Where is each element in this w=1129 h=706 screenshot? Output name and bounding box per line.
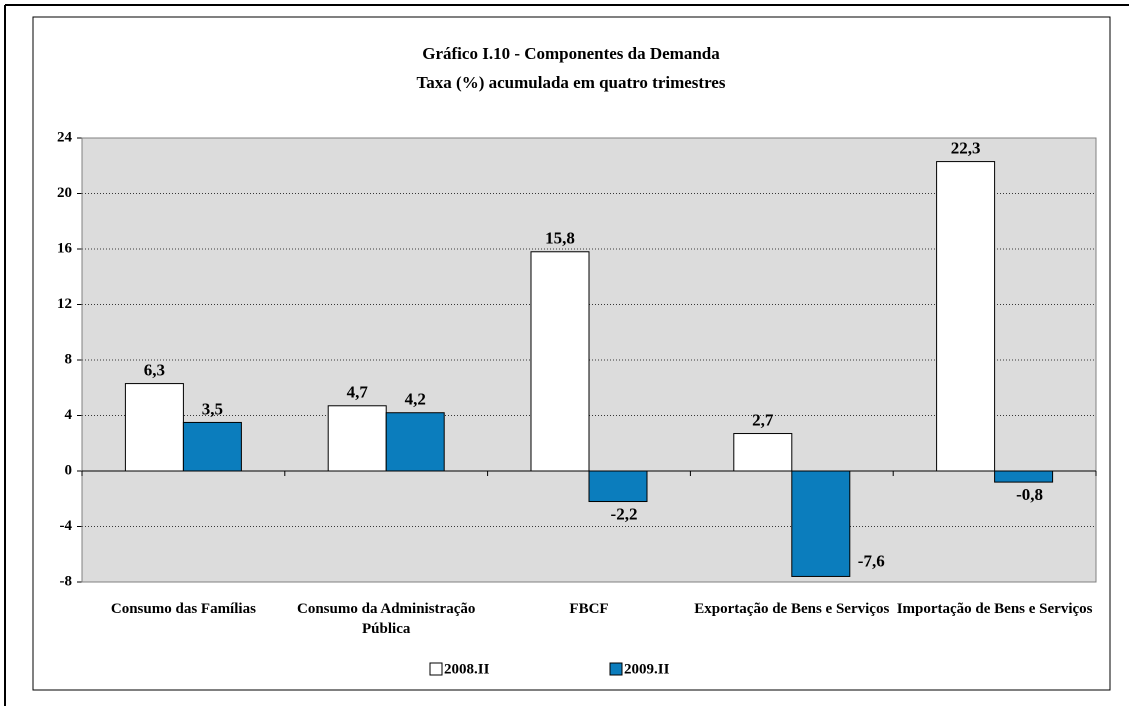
legend-swatch	[429, 662, 443, 676]
bar	[327, 405, 387, 472]
x-tick-label: Importação de Bens e Serviços	[896, 601, 1093, 617]
bar	[994, 470, 1054, 483]
value-label: 4,7	[347, 383, 369, 402]
y-tick-label: 8	[65, 351, 73, 367]
bar	[588, 470, 648, 503]
value-label: -0,8	[1016, 485, 1043, 504]
x-tick-label: Consumo da Administração Pública	[297, 601, 476, 637]
value-label: 15,8	[545, 229, 575, 248]
y-tick-label: 0	[65, 462, 73, 478]
bar	[182, 421, 242, 472]
legend-label: 2008.II	[444, 661, 490, 677]
value-label: 3,5	[202, 399, 223, 418]
value-label: 4,2	[405, 390, 426, 409]
bar	[385, 412, 445, 472]
bar	[733, 433, 793, 472]
y-tick-label: -8	[60, 573, 73, 589]
y-tick-label: 16	[57, 240, 73, 256]
legend-swatch	[609, 662, 623, 676]
bar	[530, 251, 590, 472]
y-tick-label: 24	[57, 129, 73, 145]
y-tick-label: 4	[65, 407, 73, 423]
y-tick-label: -4	[60, 518, 73, 534]
legend-label: 2009.II	[624, 661, 670, 677]
value-label: 22,3	[951, 138, 981, 157]
chart-subtitle: Taxa (%) acumulada em quatro trimestres	[417, 73, 726, 92]
value-label: -2,2	[611, 504, 638, 523]
value-label: 2,7	[752, 410, 774, 429]
x-tick-label: FBCF	[569, 601, 609, 617]
x-tick-label: Exportação de Bens e Serviços	[694, 601, 890, 617]
y-tick-label: 12	[57, 296, 72, 312]
bar	[936, 161, 996, 472]
plot-border	[81, 137, 1097, 583]
y-tick-label: 20	[57, 185, 72, 201]
bar	[791, 470, 851, 577]
x-tick-label: Consumo das Famílias	[110, 601, 256, 617]
value-label: 6,3	[144, 360, 165, 379]
value-label: -7,6	[858, 551, 885, 570]
bar	[124, 383, 184, 472]
chart-title: Gráfico I.10 - Componentes da Demanda	[422, 44, 720, 63]
